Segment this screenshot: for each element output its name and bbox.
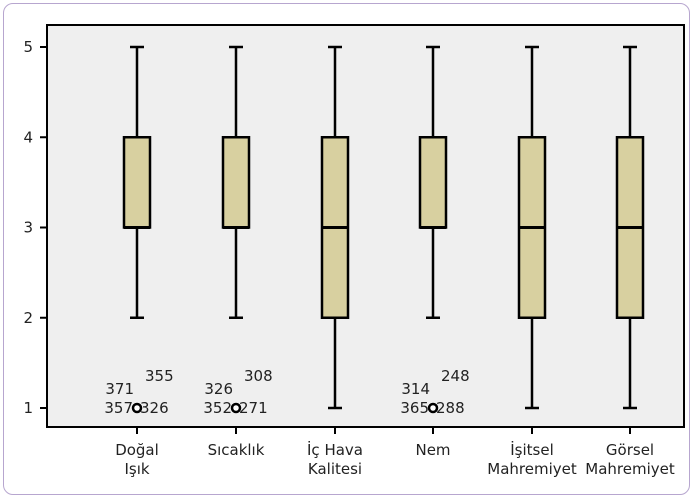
- outlier-label: 288: [436, 399, 465, 417]
- x-category-label: Nem: [415, 441, 450, 459]
- plot-area: [46, 24, 685, 428]
- outlier-label: 352: [203, 399, 232, 417]
- y-tick-label: 2: [23, 309, 33, 327]
- outlier-label: 326: [140, 399, 169, 417]
- y-axis: 1 2 3 4 5: [23, 38, 47, 417]
- outlier-label: 326: [204, 380, 233, 398]
- outlier-label: 314: [401, 380, 430, 398]
- iqr-box: [418, 136, 448, 229]
- outlier-label: 365: [400, 399, 429, 417]
- x-category-label: Kalitesi: [308, 460, 362, 478]
- box-5: [615, 45, 645, 410]
- outlier-label: 355: [145, 367, 174, 385]
- y-tick-label: 1: [23, 399, 33, 417]
- x-category-label: Mahremiyet: [487, 460, 577, 478]
- outlier-label: 357: [104, 399, 133, 417]
- outlier-label: 308: [244, 367, 273, 385]
- outlier-point: [131, 402, 143, 414]
- x-category-label: Görsel: [606, 441, 654, 459]
- y-tick-label: 5: [23, 38, 33, 56]
- x-category-label: İç Hava: [307, 440, 363, 459]
- y-tick-label: 4: [23, 128, 33, 146]
- x-category-label: Sıcaklık: [208, 441, 265, 459]
- x-category-label: Işık: [124, 460, 149, 478]
- outlier-point: [427, 402, 439, 414]
- x-category-label: Mahremiyet: [585, 460, 675, 478]
- x-category-label: İşitsel: [510, 440, 554, 459]
- iqr-box: [122, 136, 152, 229]
- y-tick-label: 3: [23, 219, 33, 237]
- box-2: [320, 45, 350, 410]
- outlier-label: 271: [239, 399, 268, 417]
- outlier-point: [230, 402, 242, 414]
- box-4: [517, 45, 547, 410]
- outlier-label: 371: [105, 380, 134, 398]
- x-category-label: Doğal: [115, 441, 159, 459]
- iqr-box: [221, 136, 251, 229]
- outlier-label: 248: [441, 367, 470, 385]
